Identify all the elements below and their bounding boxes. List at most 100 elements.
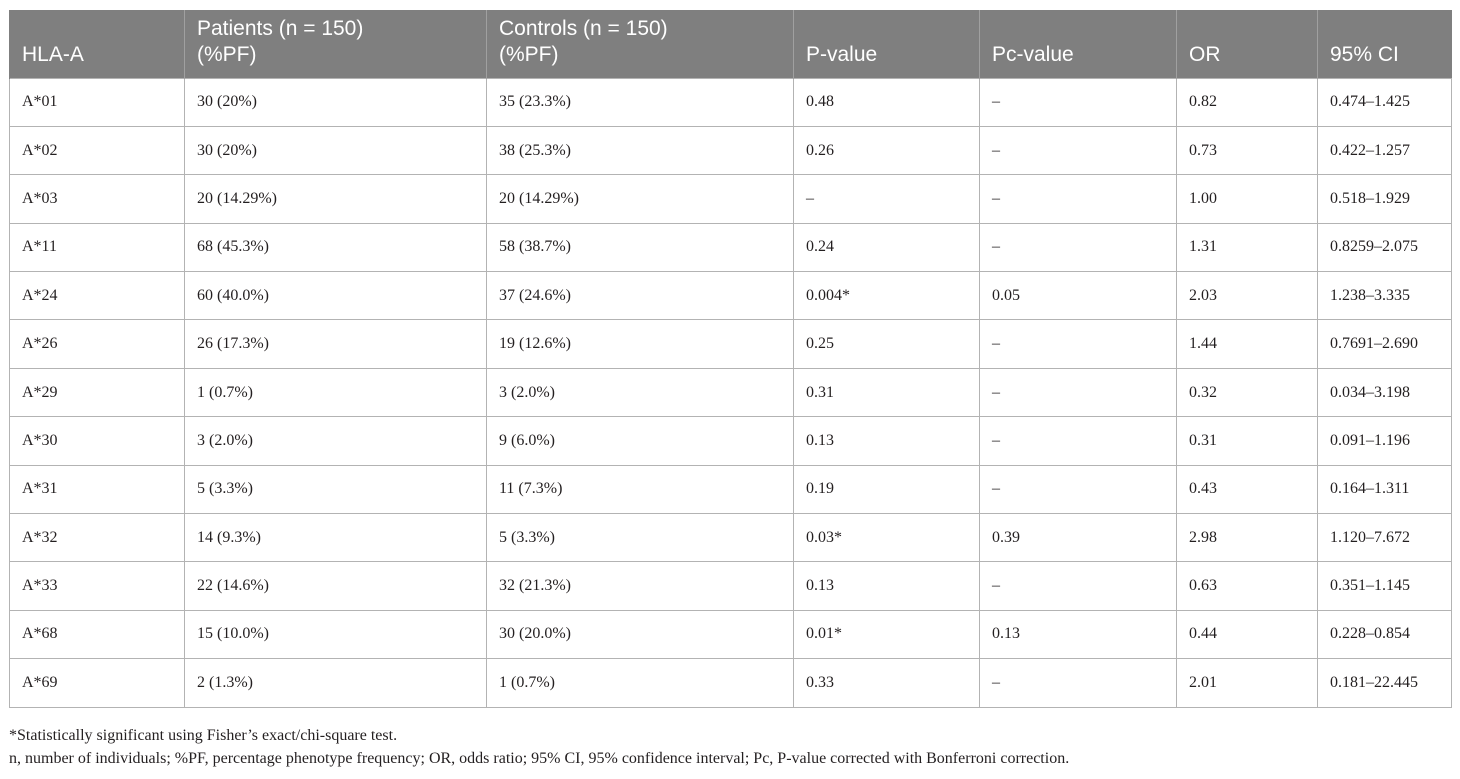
ci-cell: 0.474–1.425 (1317, 77, 1452, 127)
patients-cell: 26 (17.3%) (184, 319, 487, 369)
allele-cell: A*03 (9, 174, 185, 224)
patients-cell: 5 (3.3%) (184, 464, 487, 515)
table-body: A*01 30 (20%) 35 (23.3%) 0.48–0.82 0.474–1.4… (9, 77, 1452, 708)
pc-value-cell: 0.39 (979, 513, 1177, 563)
p-value-cell: 0.33 (793, 658, 980, 708)
header-line: (%PF) (197, 42, 257, 66)
ci-cell: 0.228–0.854 (1317, 609, 1452, 660)
patients-cell: 30 (20%) (184, 125, 487, 176)
patients-cell: 2 (1.3%) (184, 658, 487, 708)
ci-cell: 0.164–1.311 (1317, 464, 1452, 515)
table-row: A*69 2 (1.3%) 1 (0.7%) 0.33–2.01 0.181–22.44… (9, 658, 1452, 708)
footnote-significance: *Statistically significant using Fisher’… (9, 727, 398, 744)
patients-cell: 60 (40.0%) (184, 271, 487, 321)
header-line: (%PF) (499, 42, 559, 66)
allele-cell: A*24 (9, 271, 185, 321)
controls-cell: 32 (21.3%) (486, 561, 794, 611)
p-value-cell: 0.26 (793, 125, 980, 176)
header-line: HLA-A (22, 42, 84, 66)
table-row: A*68 15 (10.0%) 30 (20.0%) 0.01* 0.13 0.44 0.2… (9, 609, 1452, 660)
table-row: A*24 60 (40.0%) 37 (24.6%) 0.004* 0.05 2.03 1.… (9, 271, 1452, 321)
header-line: P-value (806, 42, 878, 66)
header-line: Pc-value (992, 42, 1074, 66)
table-row: A*31 5 (3.3%) 11 (7.3%) 0.19–0.43 0.164–1.31… (9, 464, 1452, 515)
header-hla-a: HLA-A (9, 10, 185, 78)
p-value-cell: 0.48 (793, 77, 980, 127)
header-patients: Patients (n = 150) (%PF) (184, 10, 487, 78)
allele-cell: A*11 (9, 222, 185, 273)
p-value-cell: 0.24 (793, 222, 980, 273)
controls-cell: 37 (24.6%) (486, 271, 794, 321)
ci-cell: 1.238–3.335 (1317, 271, 1452, 321)
header-pc-value: Pc-value (979, 10, 1177, 78)
pc-value-cell: – (979, 174, 1177, 224)
p-value-cell: 0.13 (793, 561, 980, 611)
table-row: A*33 22 (14.6%) 32 (21.3%) 0.13–0.63 0.351–1… (9, 561, 1452, 611)
controls-cell: 11 (7.3%) (486, 464, 794, 515)
table-row: A*29 1 (0.7%) 3 (2.0%) 0.31–0.32 0.034–3.198 (9, 367, 1452, 418)
patients-cell: 3 (2.0%) (184, 416, 487, 466)
table-row: A*30 3 (2.0%) 9 (6.0%) 0.13–0.31 0.091–1.196 (9, 416, 1452, 466)
p-value-cell: – (793, 174, 980, 224)
p-value-cell: 0.19 (793, 464, 980, 515)
header-95-ci: 95% CI (1317, 10, 1452, 78)
header-line: Patients (n = 150) (197, 16, 364, 40)
ci-cell: 1.120–7.672 (1317, 513, 1452, 563)
patients-cell: 14 (9.3%) (184, 513, 487, 563)
pc-value-cell: – (979, 319, 1177, 369)
p-value-cell: 0.25 (793, 319, 980, 369)
allele-cell: A*26 (9, 319, 185, 369)
ci-cell: 0.7691–2.690 (1317, 319, 1452, 369)
ci-cell: 0.351–1.145 (1317, 561, 1452, 611)
or-cell: 0.63 (1176, 561, 1318, 611)
or-cell: 0.32 (1176, 367, 1318, 418)
patients-cell: 15 (10.0%) (184, 609, 487, 660)
p-value-cell: 0.01* (793, 609, 980, 660)
or-cell: 1.00 (1176, 174, 1318, 224)
or-cell: 0.44 (1176, 609, 1318, 660)
pc-value-cell: – (979, 464, 1177, 515)
patients-cell: 30 (20%) (184, 77, 487, 127)
or-cell: 0.31 (1176, 416, 1318, 466)
pc-value-cell: 0.05 (979, 271, 1177, 321)
allele-cell: A*31 (9, 464, 185, 515)
allele-cell: A*02 (9, 125, 185, 176)
controls-cell: 58 (38.7%) (486, 222, 794, 273)
header-line: OR (1189, 42, 1221, 66)
pc-value-cell: – (979, 416, 1177, 466)
table-header-row: HLA-A Patients (n = 150) (%PF) Controls (n … (9, 10, 1452, 78)
allele-cell: A*32 (9, 513, 185, 563)
hla-a-table-container: HLA-A Patients (n = 150) (%PF) Controls (n … (9, 10, 1452, 708)
or-cell: 2.01 (1176, 658, 1318, 708)
table-row: A*01 30 (20%) 35 (23.3%) 0.48–0.82 0.474–1.4… (9, 77, 1452, 127)
header-p-value: P-value (793, 10, 980, 78)
controls-cell: 35 (23.3%) (486, 77, 794, 127)
or-cell: 1.44 (1176, 319, 1318, 369)
pc-value-cell: – (979, 367, 1177, 418)
table-row: A*32 14 (9.3%) 5 (3.3%) 0.03* 0.39 2.98 1.120–… (9, 513, 1452, 563)
or-cell: 0.73 (1176, 125, 1318, 176)
patients-cell: 22 (14.6%) (184, 561, 487, 611)
controls-cell: 38 (25.3%) (486, 125, 794, 176)
p-value-cell: 0.13 (793, 416, 980, 466)
pc-value-cell: – (979, 222, 1177, 273)
allele-cell: A*68 (9, 609, 185, 660)
patients-cell: 1 (0.7%) (184, 367, 487, 418)
p-value-cell: 0.004* (793, 271, 980, 321)
controls-cell: 20 (14.29%) (486, 174, 794, 224)
ci-cell: 0.181–22.445 (1317, 658, 1452, 708)
footnote-abbreviations: n, number of individuals; %PF, percentag… (9, 750, 1070, 767)
allele-cell: A*30 (9, 416, 185, 466)
or-cell: 1.31 (1176, 222, 1318, 273)
allele-cell: A*69 (9, 658, 185, 708)
ci-cell: 0.034–3.198 (1317, 367, 1452, 418)
or-cell: 2.03 (1176, 271, 1318, 321)
header-line: Controls (n = 150) (499, 16, 668, 40)
or-cell: 0.82 (1176, 77, 1318, 127)
pc-value-cell: – (979, 125, 1177, 176)
patients-cell: 20 (14.29%) (184, 174, 487, 224)
p-value-cell: 0.03* (793, 513, 980, 563)
hla-a-frequency-table: HLA-A Patients (n = 150) (%PF) Controls (n … (9, 10, 1452, 708)
ci-cell: 0.518–1.929 (1317, 174, 1452, 224)
ci-cell: 0.422–1.257 (1317, 125, 1452, 176)
